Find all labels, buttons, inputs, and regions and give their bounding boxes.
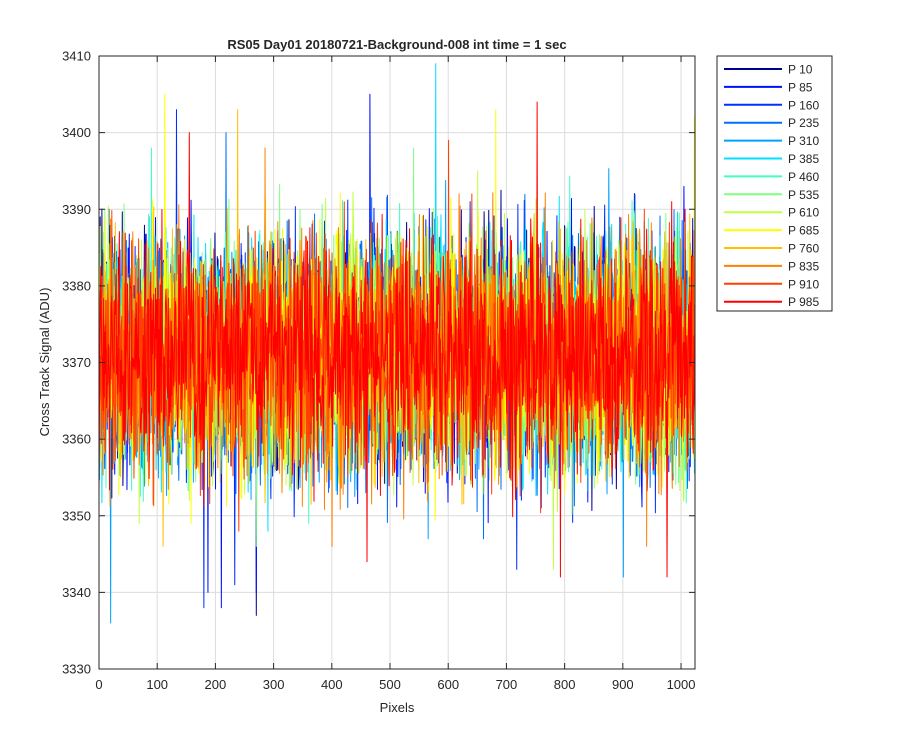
y-tick-label: 3330 — [62, 662, 91, 677]
x-axis-label: Pixels — [380, 700, 415, 715]
x-tick-label: 900 — [612, 677, 634, 692]
legend-entry: P 385 — [788, 152, 819, 166]
y-axis-label: Cross Track Signal (ADU) — [37, 288, 52, 437]
legend-entry: P 985 — [788, 295, 819, 309]
x-tick-label: 800 — [554, 677, 576, 692]
series-line-p-985 — [99, 101, 695, 578]
y-tick-label: 3350 — [62, 508, 91, 523]
x-tick-label: 1000 — [667, 677, 696, 692]
legend: P 10 P 85 P 160 P 235 P 310 P 385 P 460 P 535 P … — [716, 55, 833, 312]
y-tick-label: 3390 — [62, 202, 91, 217]
legend-entry: P 685 — [788, 224, 819, 238]
legend-entry: P 160 — [788, 98, 819, 112]
legend-box — [716, 55, 833, 312]
y-tick-label: 3380 — [62, 278, 91, 293]
legend-entry: P 10 — [788, 63, 813, 77]
legend-entry: P 85 — [788, 80, 813, 94]
legend-entry: P 835 — [788, 259, 819, 273]
legend-entry: P 610 — [788, 206, 819, 220]
legend-entry: P 235 — [788, 116, 819, 130]
x-tick-label: 600 — [437, 677, 459, 692]
legend-entry: P 310 — [788, 134, 819, 148]
x-tick-label: 400 — [321, 677, 343, 692]
x-tick-label: 100 — [146, 677, 168, 692]
legend-entry: P 910 — [788, 277, 819, 291]
x-tick-label: 500 — [379, 677, 401, 692]
x-tick-label: 700 — [496, 677, 518, 692]
y-tick-label: 3410 — [62, 49, 91, 64]
legend-entry: P 760 — [788, 242, 819, 256]
x-tick-label: 300 — [263, 677, 285, 692]
axis-ticks: 0 100 200 300 400 500 600 700 800 900 1000 3330 3340… — [62, 49, 695, 693]
y-tick-label: 3370 — [62, 355, 91, 370]
legend-entry: P 460 — [788, 170, 819, 184]
y-tick-label: 3400 — [62, 125, 91, 140]
series-lines — [99, 63, 695, 624]
y-tick-label: 3340 — [62, 585, 91, 600]
x-tick-label: 200 — [205, 677, 227, 692]
y-tick-label: 3360 — [62, 432, 91, 447]
chart-title: RS05 Day01 20180721-Background-008 int t… — [227, 37, 566, 52]
legend-entry: P 535 — [788, 188, 819, 202]
x-tick-label: 0 — [95, 677, 102, 692]
